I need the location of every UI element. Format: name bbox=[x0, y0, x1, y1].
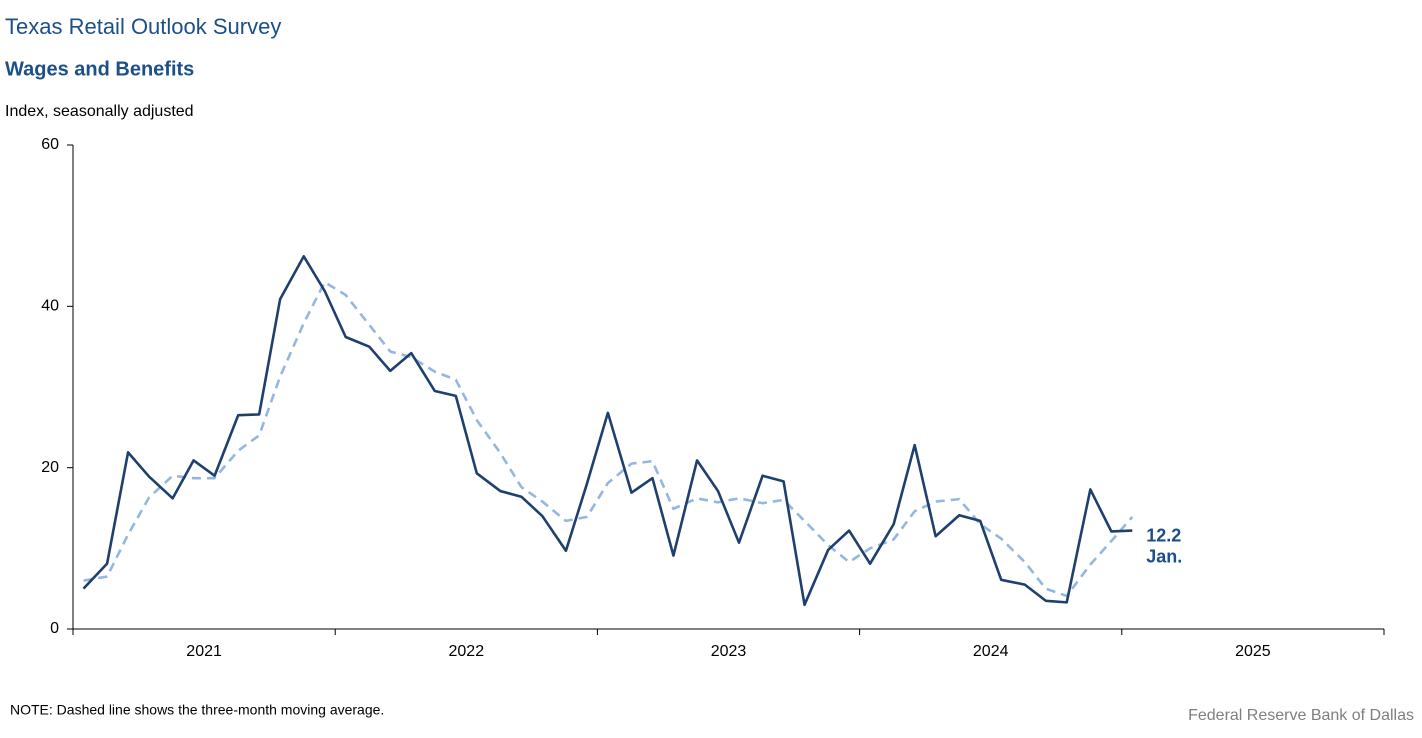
source: Federal Reserve Bank of Dallas bbox=[1188, 707, 1414, 724]
chart-subtitle: Wages and Benefits bbox=[5, 58, 194, 80]
y-tick-label: 60 bbox=[41, 136, 59, 153]
y-axis-label: Index, seasonally adjusted bbox=[5, 103, 194, 120]
y-tick-label: 20 bbox=[41, 459, 59, 476]
data-line bbox=[82, 255, 1133, 607]
y-tick-label: 0 bbox=[50, 620, 59, 637]
x-tick-label: 2024 bbox=[973, 643, 1009, 660]
data-line bbox=[83, 280, 1134, 598]
note: NOTE: Dashed line shows the three-month … bbox=[10, 702, 384, 718]
annotation-date: Jan. bbox=[1146, 546, 1182, 566]
annotation-value: 12.2 bbox=[1146, 525, 1181, 545]
x-tick-label: 2023 bbox=[711, 643, 747, 660]
chart-title: Texas Retail Outlook Survey bbox=[5, 14, 281, 39]
y-tick-label: 40 bbox=[41, 298, 59, 315]
x-tick-label: 2025 bbox=[1235, 643, 1271, 660]
x-tick-label: 2022 bbox=[449, 643, 485, 660]
x-tick-label: 2021 bbox=[186, 643, 222, 660]
